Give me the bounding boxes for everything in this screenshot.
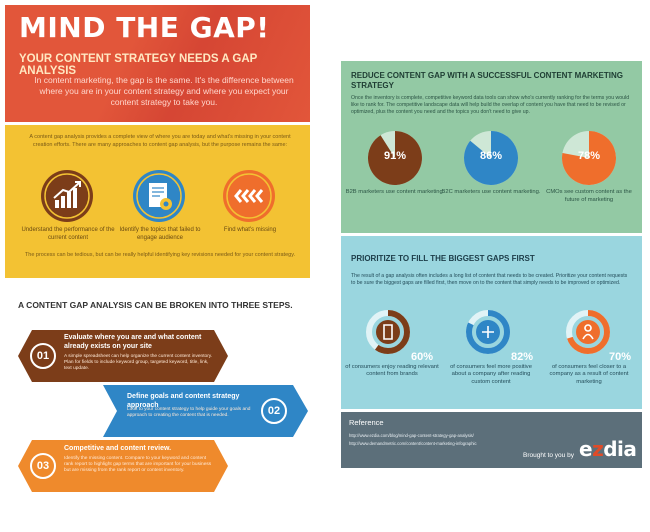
pie-graphic [464, 131, 518, 185]
stat-caption: B2B marketers use content marketing. [345, 189, 445, 195]
step-2: 02 Define goals and content strategy app… [103, 385, 308, 437]
reference-link[interactable]: http://www.ezdia.com/blog/mind-gap-conte… [349, 433, 474, 438]
pie-chart: 78% [562, 131, 616, 185]
stat-percent: 70% [609, 351, 632, 363]
hero-body: In content marketing, the gap is the sam… [34, 75, 294, 107]
reference-title: Reference [349, 418, 384, 427]
tablet-icon [376, 320, 400, 344]
stat-percent: 60% [411, 351, 434, 363]
ezdia-logo[interactable]: ezdia [579, 437, 637, 461]
document-gear-icon [133, 170, 185, 222]
reference-footer: Reference http://www.ezdia.com/blog/mind… [341, 412, 642, 468]
pie-slice [368, 131, 422, 185]
donut-arc [366, 310, 410, 354]
pie-slice [562, 131, 616, 185]
analysis-caption: Find what's missing [223, 227, 277, 233]
steps-heading: A CONTENT GAP ANALYSIS CAN BE BROKEN INT… [18, 300, 293, 310]
step-description: Identify the missing content. Compare to… [64, 456, 212, 473]
analysis-outro: The process can be tedious, but can be r… [24, 252, 296, 258]
pie-chart: 86% [464, 131, 518, 185]
stat-percent: 91% [383, 150, 407, 162]
step-1: 01 Evaluate where you are and what conte… [18, 330, 228, 382]
donut-arc [466, 310, 510, 354]
stat-caption: of consumers feel closer to a company as… [549, 364, 629, 385]
gap-analysis-section: A content gap analysis provides a comple… [5, 125, 310, 278]
stat-caption: CMOs see custom content as the future of… [546, 189, 632, 203]
stat-caption: of consumers enjoy reading relevant cont… [345, 364, 439, 378]
step-number: 03 [30, 453, 56, 479]
plus-icon-glyph [482, 326, 494, 338]
step-title: Competitive and content review. [64, 445, 172, 452]
step-description: Look to your content strategy to help gu… [127, 407, 251, 418]
reduce-intro: Once the inventory is complete, competit… [351, 95, 630, 115]
stat-percent: 86% [479, 150, 503, 162]
hero-banner: MIND THE GAP! YOUR CONTENT STRATEGY NEED… [5, 5, 310, 122]
step-description: A simple spreadsheet can help organize t… [64, 354, 213, 371]
pie-slice [464, 131, 518, 185]
step-3: 03 Competitive and content review. Ident… [18, 440, 228, 492]
donut-arc [566, 310, 610, 354]
stat-percent: 82% [511, 351, 534, 363]
donut-chart [465, 309, 511, 355]
hero-subtitle: YOUR CONTENT STRATEGY NEEDS A GAP ANALYS… [19, 53, 258, 77]
tablet-icon-glyph [383, 324, 393, 340]
prioritize-heading: PRIORITIZE TO FILL THE BIGGEST GAPS FIRS… [351, 254, 535, 263]
donut-chart [365, 309, 411, 355]
pie-graphic [562, 131, 616, 185]
reduce-heading: REDUCE CONTENT GAP WITH A SUCCESSFUL CON… [351, 71, 624, 90]
pie-graphic [368, 131, 422, 185]
person-icon-glyph [582, 324, 594, 340]
analysis-caption: Understand the performance of the curren… [21, 227, 115, 241]
step-number: 02 [261, 398, 287, 424]
pie-chart: 91% [368, 131, 422, 185]
donut-graphic [366, 310, 410, 354]
stat-caption: of consumers feel more positive about a … [450, 364, 532, 385]
brought-by-label: Brought to you by [523, 452, 574, 459]
reduce-gap-section: REDUCE CONTENT GAP WITH A SUCCESSFUL CON… [341, 61, 642, 233]
step-title: Define goals and content strategy approa… [127, 393, 240, 409]
reference-link[interactable]: http://www.demandmetric.com/content/cont… [349, 441, 477, 446]
page-title: MIND THE GAP! [19, 11, 270, 44]
prioritize-intro: The result of a gap analysis often inclu… [351, 273, 628, 286]
donut-graphic [466, 310, 510, 354]
person-icon [576, 320, 600, 344]
stat-percent: 78% [577, 150, 601, 162]
donut-chart [565, 309, 611, 355]
analysis-caption: Identify the topics that failed to engag… [119, 227, 201, 241]
step-title: Evaluate where you are and what content … [64, 334, 202, 350]
step-number: 01 [30, 343, 56, 369]
donut-graphic [566, 310, 610, 354]
stat-caption: B2C marketers use content marketing. [441, 189, 541, 195]
chevrons-left-icon [223, 170, 275, 222]
prioritize-section: PRIORITIZE TO FILL THE BIGGEST GAPS FIRS… [341, 236, 642, 409]
growth-chart-icon [41, 170, 93, 222]
analysis-intro: A content gap analysis provides a comple… [29, 134, 291, 148]
